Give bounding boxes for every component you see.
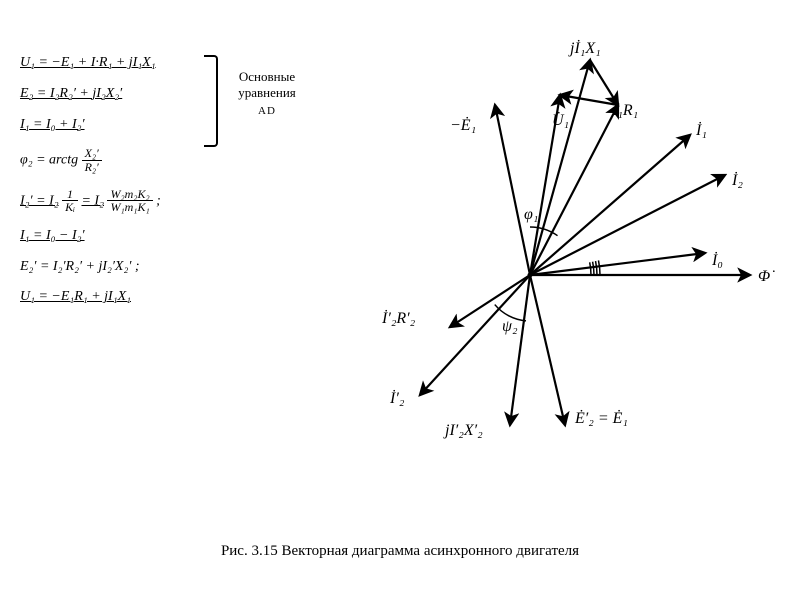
page: U₁ = −E₁ + I·R₁ + jI₁X₁ E₂ = I₂R₂′ + jI₂… — [0, 0, 800, 600]
svg-text:φ₁: φ₁ — [524, 206, 538, 223]
svg-text:İ₂: İ₂ — [731, 171, 743, 189]
eq-phi2: φ₂ = arctg X₂′ R₂′ — [20, 147, 310, 173]
svg-text:−Ė₁: −Ė₁ — [450, 116, 476, 134]
vector-diagram: Φ̇İ₀İ₂İ₁U̇₁jİ₁X₁İ₁R₁−Ė₁İ′₂R′₂İ′₂jI′₂X′₂Ė… — [320, 30, 780, 470]
svg-text:jI′₂X′₂: jI′₂X′₂ — [443, 422, 483, 439]
svg-text:Ė′₂ = Ė₁: Ė′₂ = Ė₁ — [574, 409, 628, 427]
svg-text:İ′₂: İ′₂ — [389, 389, 405, 407]
svg-text:ψ₂: ψ₂ — [502, 318, 518, 335]
main-equations-group: U₁ = −E₁ + I·R₁ + jI₁X₁ E₂ = I₂R₂′ + jI₂… — [20, 55, 310, 133]
brace-icon — [204, 55, 218, 147]
bracket-label: Основные уравнения AD — [222, 69, 312, 118]
eq-I1a: I₁ = I₀ + I₂′ — [20, 117, 310, 134]
svg-text:İ₀: İ₀ — [711, 251, 723, 269]
svg-text:jİ₁X₁: jİ₁X₁ — [568, 39, 601, 57]
eq-U1b: U₁ = −E₁R₁ + jI₁X₁ — [20, 289, 310, 306]
eq-I2prime: I₂′ = I₂ 1 Kᵢ = I₂ W₂m₂K₂ W₁m₁K₁ ; — [20, 188, 310, 214]
svg-text:U̇₁: U̇₁ — [552, 112, 569, 129]
eq-I1b: I₁ = I₀ − I₂′ — [20, 228, 310, 245]
eq-E2p: E₂′ = I₂′R₂′ + jI₂′X₂′ ; — [20, 259, 310, 276]
svg-text:İ₁: İ₁ — [695, 121, 707, 139]
svg-text:Φ̇: Φ̇ — [758, 268, 775, 285]
figure-caption: Рис. 3.15 Векторная диаграмма асинхронно… — [0, 543, 800, 560]
svg-text:İ′₂R′₂: İ′₂R′₂ — [381, 309, 416, 327]
equations-block: U₁ = −E₁ + I·R₁ + jI₁X₁ E₂ = I₂R₂′ + jI₂… — [20, 55, 310, 320]
